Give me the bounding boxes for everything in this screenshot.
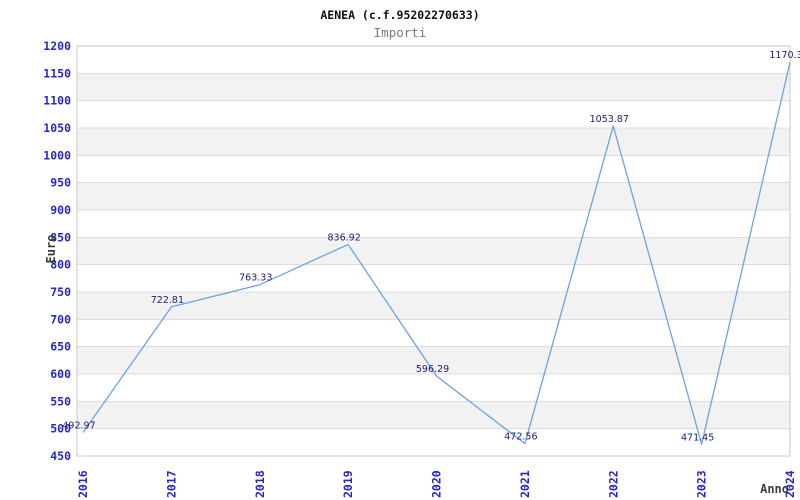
point-value-label: 1053.87 — [590, 114, 629, 125]
point-value-label: 763.33 — [239, 273, 272, 284]
series-line — [82, 62, 791, 445]
point-value-label: 492.97 — [62, 421, 95, 432]
y-tick-label: 1200 — [43, 39, 71, 53]
x-axis-title: Anno — [760, 482, 789, 496]
y-tick-label: 800 — [50, 258, 71, 272]
band-row — [77, 73, 790, 101]
x-tick-label: 2020 — [430, 470, 444, 498]
y-tick-label: 950 — [50, 176, 71, 190]
band-row — [77, 182, 790, 210]
y-axis-title: Euro — [44, 235, 58, 264]
x-axis-tick-labels: 2016 2017 2018 2019 2020 2021 2022 2023 2024 — [76, 470, 797, 498]
point-value-label: 472.56 — [504, 432, 537, 443]
band-row — [77, 292, 790, 320]
y-tick-label: 550 — [50, 394, 71, 408]
band-row — [77, 128, 790, 156]
x-tick-label: 2022 — [606, 470, 620, 498]
point-value-label: 471.45 — [681, 432, 714, 443]
point-value-label: 722.81 — [151, 295, 184, 306]
band-row — [77, 237, 790, 265]
point-value-label: 1170.3 — [769, 50, 800, 61]
y-tick-label: 500 — [50, 422, 71, 436]
band-row — [77, 346, 790, 374]
x-tick-label: 2018 — [253, 470, 267, 498]
y-tick-label: 750 — [50, 285, 71, 299]
y-tick-label: 850 — [50, 230, 71, 244]
y-tick-label: 1050 — [43, 121, 71, 135]
background-bands — [77, 73, 790, 429]
point-value-label: 596.29 — [416, 364, 449, 375]
y-tick-label: 650 — [50, 340, 71, 354]
y-tick-label: 600 — [50, 367, 71, 381]
x-tick-label: 2017 — [164, 470, 178, 498]
y-axis-tick-labels: 450 500 550 600 650 700 750 800 850 900 950 1000 105… — [43, 39, 71, 463]
x-tick-label: 2023 — [695, 470, 709, 498]
x-tick-label: 2019 — [341, 470, 355, 498]
point-value-labels: 492.97 722.81 763.33 836.92 596.29 472.56 1053… — [62, 50, 800, 443]
y-tick-label: 1000 — [43, 148, 71, 162]
x-tick-label: 2024 — [783, 470, 797, 498]
y-tick-label: 700 — [50, 312, 71, 326]
y-tick-label: 1150 — [43, 66, 71, 80]
band-row — [77, 401, 790, 429]
point-value-label: 836.92 — [328, 232, 361, 243]
y-tick-label: 450 — [50, 449, 71, 463]
x-tick-label: 2016 — [76, 470, 90, 498]
chart-subtitle: Importi — [374, 25, 427, 40]
x-tick-label: 2021 — [518, 470, 532, 498]
series-line-group — [82, 62, 791, 445]
y-tick-label: 1100 — [43, 94, 71, 108]
y-tick-label: 900 — [50, 203, 71, 217]
chart-title: AENEA (c.f.95202270633) — [320, 8, 479, 22]
plot-border — [76, 45, 791, 457]
